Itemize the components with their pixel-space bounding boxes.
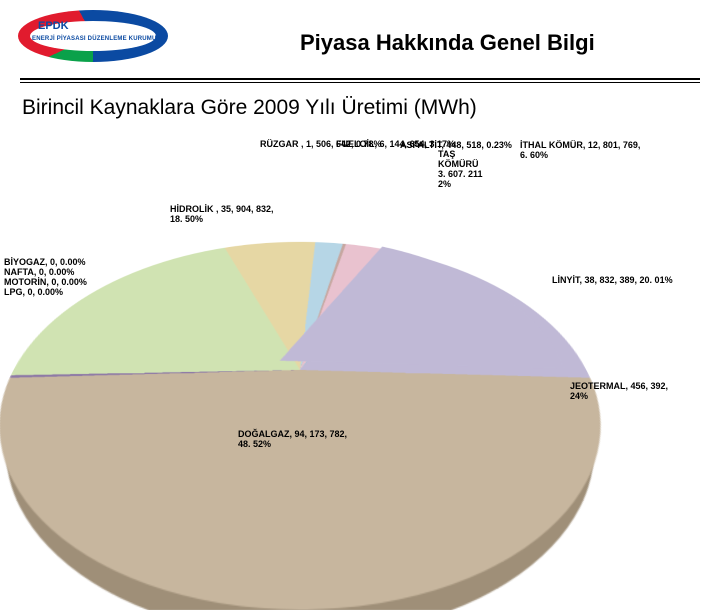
chart-label-ithal: İTHAL KÖMÜR, 12, 801, 769,6. 60% xyxy=(520,141,640,161)
divider xyxy=(20,82,700,83)
divider xyxy=(20,78,700,80)
logo: EPDK ENERJİ PİYASASI DÜZENLEME KURUMU xyxy=(8,6,198,70)
chart-label-jeotermal: JEOTERMAL, 456, 392, 24% xyxy=(570,382,668,402)
pie-3d xyxy=(10,242,590,377)
chart-label-linyit: LİNYİT, 38, 832, 389, 20. 01% xyxy=(552,276,673,286)
chart-label-hidrolik: HİDROLİK , 35, 904, 832,18. 50% xyxy=(170,205,274,225)
chart-title: Birincil Kaynaklara Göre 2009 Yılı Üreti… xyxy=(22,96,477,120)
pie-chart xyxy=(50,170,550,470)
logo-text: EPDK xyxy=(38,20,69,32)
logo-subtext: ENERJİ PİYASASI DÜZENLEME KURUMU xyxy=(32,36,157,42)
chart-label-dogalgaz: DOĞALGAZ, 94, 173, 782,48. 52% xyxy=(238,430,347,450)
page-title: Piyasa Hakkında Genel Bilgi xyxy=(300,30,595,56)
chart-label-taskomuru: TAŞKÖMÜRÜ3. 607. 2112% xyxy=(438,150,483,190)
chart-label-stack: BİYOGAZ, 0, 0.00%NAFTA, 0, 0.00%MOTORİN,… xyxy=(4,258,87,298)
